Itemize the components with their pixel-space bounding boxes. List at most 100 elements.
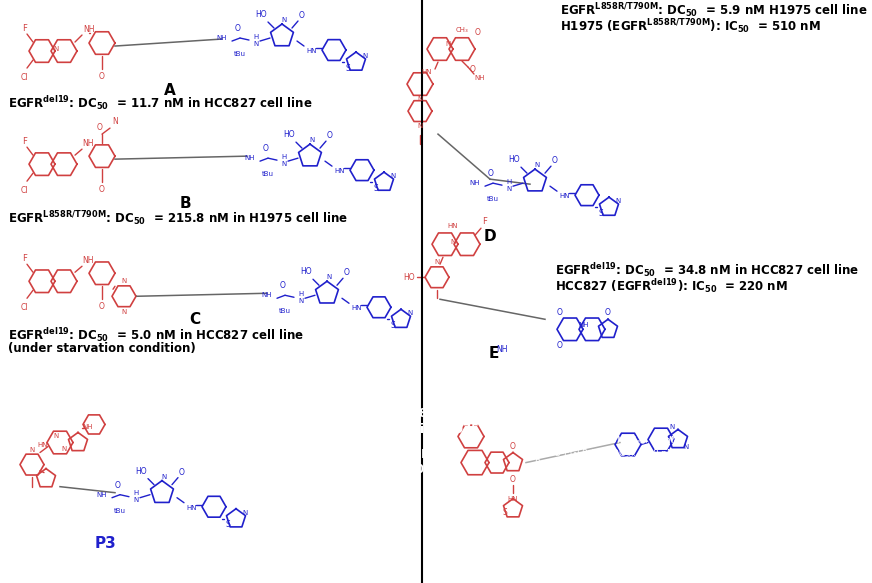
Text: tBu: tBu (234, 51, 246, 57)
Text: HN: HN (334, 168, 344, 174)
Text: H1975 (EGFR$^{\mathregular{L858R/T790M}}$): IC$_{\mathregular{50}}$  = 510 nM: H1975 (EGFR$^{\mathregular{L858R/T790M}}… (560, 17, 821, 36)
Text: tBu: tBu (279, 308, 291, 314)
Text: N: N (670, 424, 675, 430)
Text: N: N (683, 444, 688, 449)
Text: tBu: tBu (487, 196, 499, 202)
Text: N: N (535, 162, 540, 168)
Text: HO: HO (255, 10, 267, 19)
Text: NH: NH (82, 424, 92, 430)
Text: HO: HO (135, 466, 147, 476)
Text: H
N: H N (254, 34, 259, 47)
Text: H
N: H N (507, 178, 512, 192)
Text: (under starvation condition): (under starvation condition) (8, 342, 195, 355)
Text: HN: HN (421, 69, 432, 75)
Text: F: F (482, 217, 487, 226)
Text: NH: NH (469, 180, 480, 186)
Text: H
N: H N (133, 490, 139, 503)
Text: A: A (164, 83, 176, 98)
Text: N: N (407, 310, 412, 317)
Text: NH: NH (496, 345, 508, 354)
Text: N: N (615, 198, 620, 204)
Text: NH: NH (216, 35, 227, 41)
Text: F: F (23, 24, 27, 33)
Text: Cl: Cl (20, 73, 28, 82)
Text: H1975 (EGFR$^{\mathregular{L858R/T790M}}$): IC$_{\mathregular{50}}$ = 203 nM: H1975 (EGFR$^{\mathregular{L858R/T790M}}… (200, 461, 457, 479)
Text: O: O (99, 302, 105, 311)
Text: S: S (345, 64, 351, 72)
Text: O: O (475, 28, 480, 37)
Text: O: O (179, 468, 185, 477)
Text: S: S (226, 520, 230, 529)
Text: N: N (282, 17, 287, 23)
Text: F: F (23, 254, 27, 264)
Text: O: O (605, 308, 611, 317)
Text: EGFR$^{\mathregular{del19}}$: DC$_{\mathregular{50}}$ = 0.51 nM in HCC827 cell l: EGFR$^{\mathregular{del19}}$: DC$_{\math… (200, 405, 501, 422)
Text: NH: NH (82, 257, 93, 265)
Text: N: N (53, 46, 58, 52)
Text: N: N (30, 447, 35, 452)
Text: HO: HO (300, 267, 312, 276)
Text: S: S (598, 209, 603, 217)
Text: EGFR-T790M/overexpress 71% degradation @ 100 nM: EGFR-T790M/overexpress 71% degradation @… (535, 470, 779, 480)
Text: O: O (115, 480, 121, 490)
Text: Cl: Cl (20, 303, 28, 312)
Text: O: O (510, 441, 516, 451)
Text: EGFR$^{\mathregular{L858R/T790M}}$: DC$_{\mathregular{50}}$ = 126.2 nM in H1975 : EGFR$^{\mathregular{L858R/T790M}}$: DC$_… (200, 420, 536, 439)
Text: tBu: tBu (262, 171, 274, 177)
Text: CH₃: CH₃ (456, 27, 468, 33)
Text: HN: HN (306, 48, 317, 54)
Text: HN: HN (186, 505, 196, 511)
Text: HN: HN (508, 496, 518, 502)
Text: N: N (310, 137, 315, 143)
Text: NH: NH (82, 139, 93, 148)
Text: HO: HO (404, 273, 415, 282)
Text: E: E (489, 346, 499, 361)
Text: N: N (161, 473, 167, 480)
Text: EGFR$^{\mathregular{L858R/T790M}}$: DC$_{\mathregular{50}}$  = 5.9 nM H1975 cell: EGFR$^{\mathregular{L858R/T790M}}$: DC$_… (560, 1, 868, 20)
Text: O: O (263, 144, 269, 153)
Text: NH: NH (578, 322, 589, 328)
Text: N: N (326, 274, 331, 280)
Text: N: N (418, 123, 423, 129)
Text: N: N (418, 96, 423, 102)
Text: NH: NH (83, 25, 94, 34)
Text: NH: NH (97, 491, 107, 498)
Text: O: O (510, 475, 516, 484)
Text: HN: HN (351, 305, 362, 311)
Text: N: N (121, 309, 126, 315)
Text: O: O (552, 156, 558, 165)
Text: N: N (362, 53, 367, 59)
Text: EGFR$^{\mathregular{del19}}$: DC$_{\mathregular{50}}$  = 34.8 nM in HCC827 cell : EGFR$^{\mathregular{del19}}$: DC$_{\math… (555, 261, 859, 279)
Text: N: N (242, 510, 248, 516)
Text: HN: HN (447, 223, 459, 229)
Text: HO: HO (508, 155, 520, 164)
Text: tBu: tBu (114, 508, 126, 514)
Text: O: O (99, 72, 105, 81)
Text: F: F (23, 137, 27, 146)
Text: O: O (488, 169, 494, 178)
Text: HCC827 (EGFR$^{\mathregular{del19}}$): IC$_{\mathregular{50}}$ = 0.76 nM: HCC827 (EGFR$^{\mathregular{del19}}$): I… (200, 444, 433, 462)
Text: N: N (61, 445, 66, 451)
Text: O: O (556, 308, 562, 317)
Text: O: O (299, 11, 305, 20)
Text: O: O (99, 185, 105, 194)
Text: N: N (112, 117, 118, 126)
Text: N: N (121, 278, 126, 285)
Text: O: O (327, 131, 333, 140)
Text: O: O (556, 341, 562, 350)
Text: N: N (450, 239, 456, 245)
Text: Ba/F3-EGFR-L858R/T790M: 88 nM: Ba/F3-EGFR-L858R/T790M: 88 nM (535, 459, 686, 468)
Text: NH: NH (244, 155, 255, 161)
Text: O: O (235, 24, 241, 33)
Text: COMPOUND 189: COMPOUND 189 (535, 417, 609, 426)
Text: HN: HN (559, 193, 569, 199)
Text: S: S (391, 321, 395, 330)
Text: EGFR$^{\mathregular{del19}}$: DC$_{\mathregular{50}}$  = 5.0 nM in HCC827 cell l: EGFR$^{\mathregular{del19}}$: DC$_{\math… (8, 326, 304, 345)
Text: N: N (446, 41, 451, 47)
Text: H1975 (T790M): 158 71% degradation @ 100 nM: H1975 (T790M): 158 71% degradation @ 100… (535, 483, 758, 491)
Text: HO: HO (283, 130, 295, 139)
Text: O: O (470, 65, 476, 73)
Text: Ba/F3-EGFR-WT  DC$_{\mathregular{50}}$: <10 pM: Ba/F3-EGFR-WT DC$_{\mathregular{50}}$: <… (535, 447, 675, 459)
Text: H
N: H N (282, 154, 287, 167)
Text: O: O (344, 268, 350, 278)
